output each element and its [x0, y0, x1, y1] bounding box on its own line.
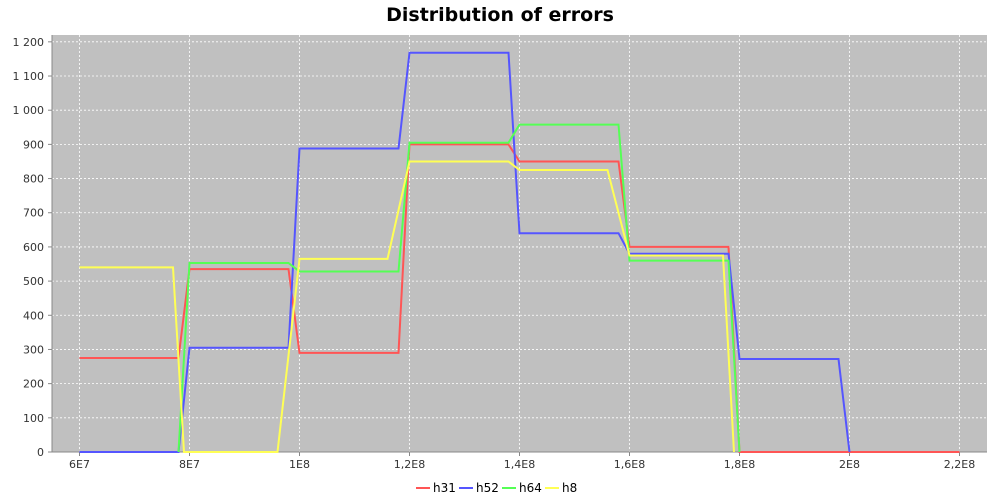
y-tick-label: 900	[23, 138, 44, 151]
axes: 6E7 8E7 1E8 1,2E8 1,4E8 1,6E8 1,8E8 2E8 2,2E8 0 10…	[13, 35, 987, 471]
x-tick-label: 6E7	[69, 458, 90, 471]
y-tick-label: 0	[37, 446, 44, 459]
series-line-h64	[177, 123, 741, 453]
series-line-h31	[79, 143, 960, 453]
series-line-h8	[79, 160, 735, 453]
y-tick-label: 300	[23, 343, 44, 356]
y-tick-label: 1 200	[13, 36, 45, 49]
y-tick-label: 700	[23, 207, 44, 220]
legend-label-h52: h52	[476, 481, 499, 495]
x-tick-label: 8E7	[179, 458, 200, 471]
x-tick-label: 1,2E8	[394, 458, 425, 471]
series-layer	[79, 51, 960, 453]
legend-label-h8: h8	[562, 481, 577, 495]
series-line-h52	[79, 51, 851, 453]
legend-label-h31: h31	[433, 481, 456, 495]
x-tick-label: 1,8E8	[724, 458, 755, 471]
y-tick-label: 800	[23, 173, 44, 186]
x-tick-label: 1,6E8	[614, 458, 645, 471]
y-tick-label: 100	[23, 412, 44, 425]
y-tick-label: 1 100	[13, 70, 45, 83]
legend: h31 h52 h64 h8	[416, 481, 577, 495]
y-tick-label: 400	[23, 309, 44, 322]
y-tick-label: 200	[23, 378, 44, 391]
legend-label-h64: h64	[519, 481, 542, 495]
x-tick-label: 1,4E8	[504, 458, 535, 471]
x-tick-label: 2,2E8	[944, 458, 975, 471]
x-tick-label: 1E8	[289, 458, 310, 471]
y-tick-label: 1 000	[13, 104, 45, 117]
x-tick-label: 2E8	[839, 458, 860, 471]
y-tick-label: 600	[23, 241, 44, 254]
y-tick-label: 500	[23, 275, 44, 288]
chart-title: Distribution of errors	[386, 4, 614, 26]
